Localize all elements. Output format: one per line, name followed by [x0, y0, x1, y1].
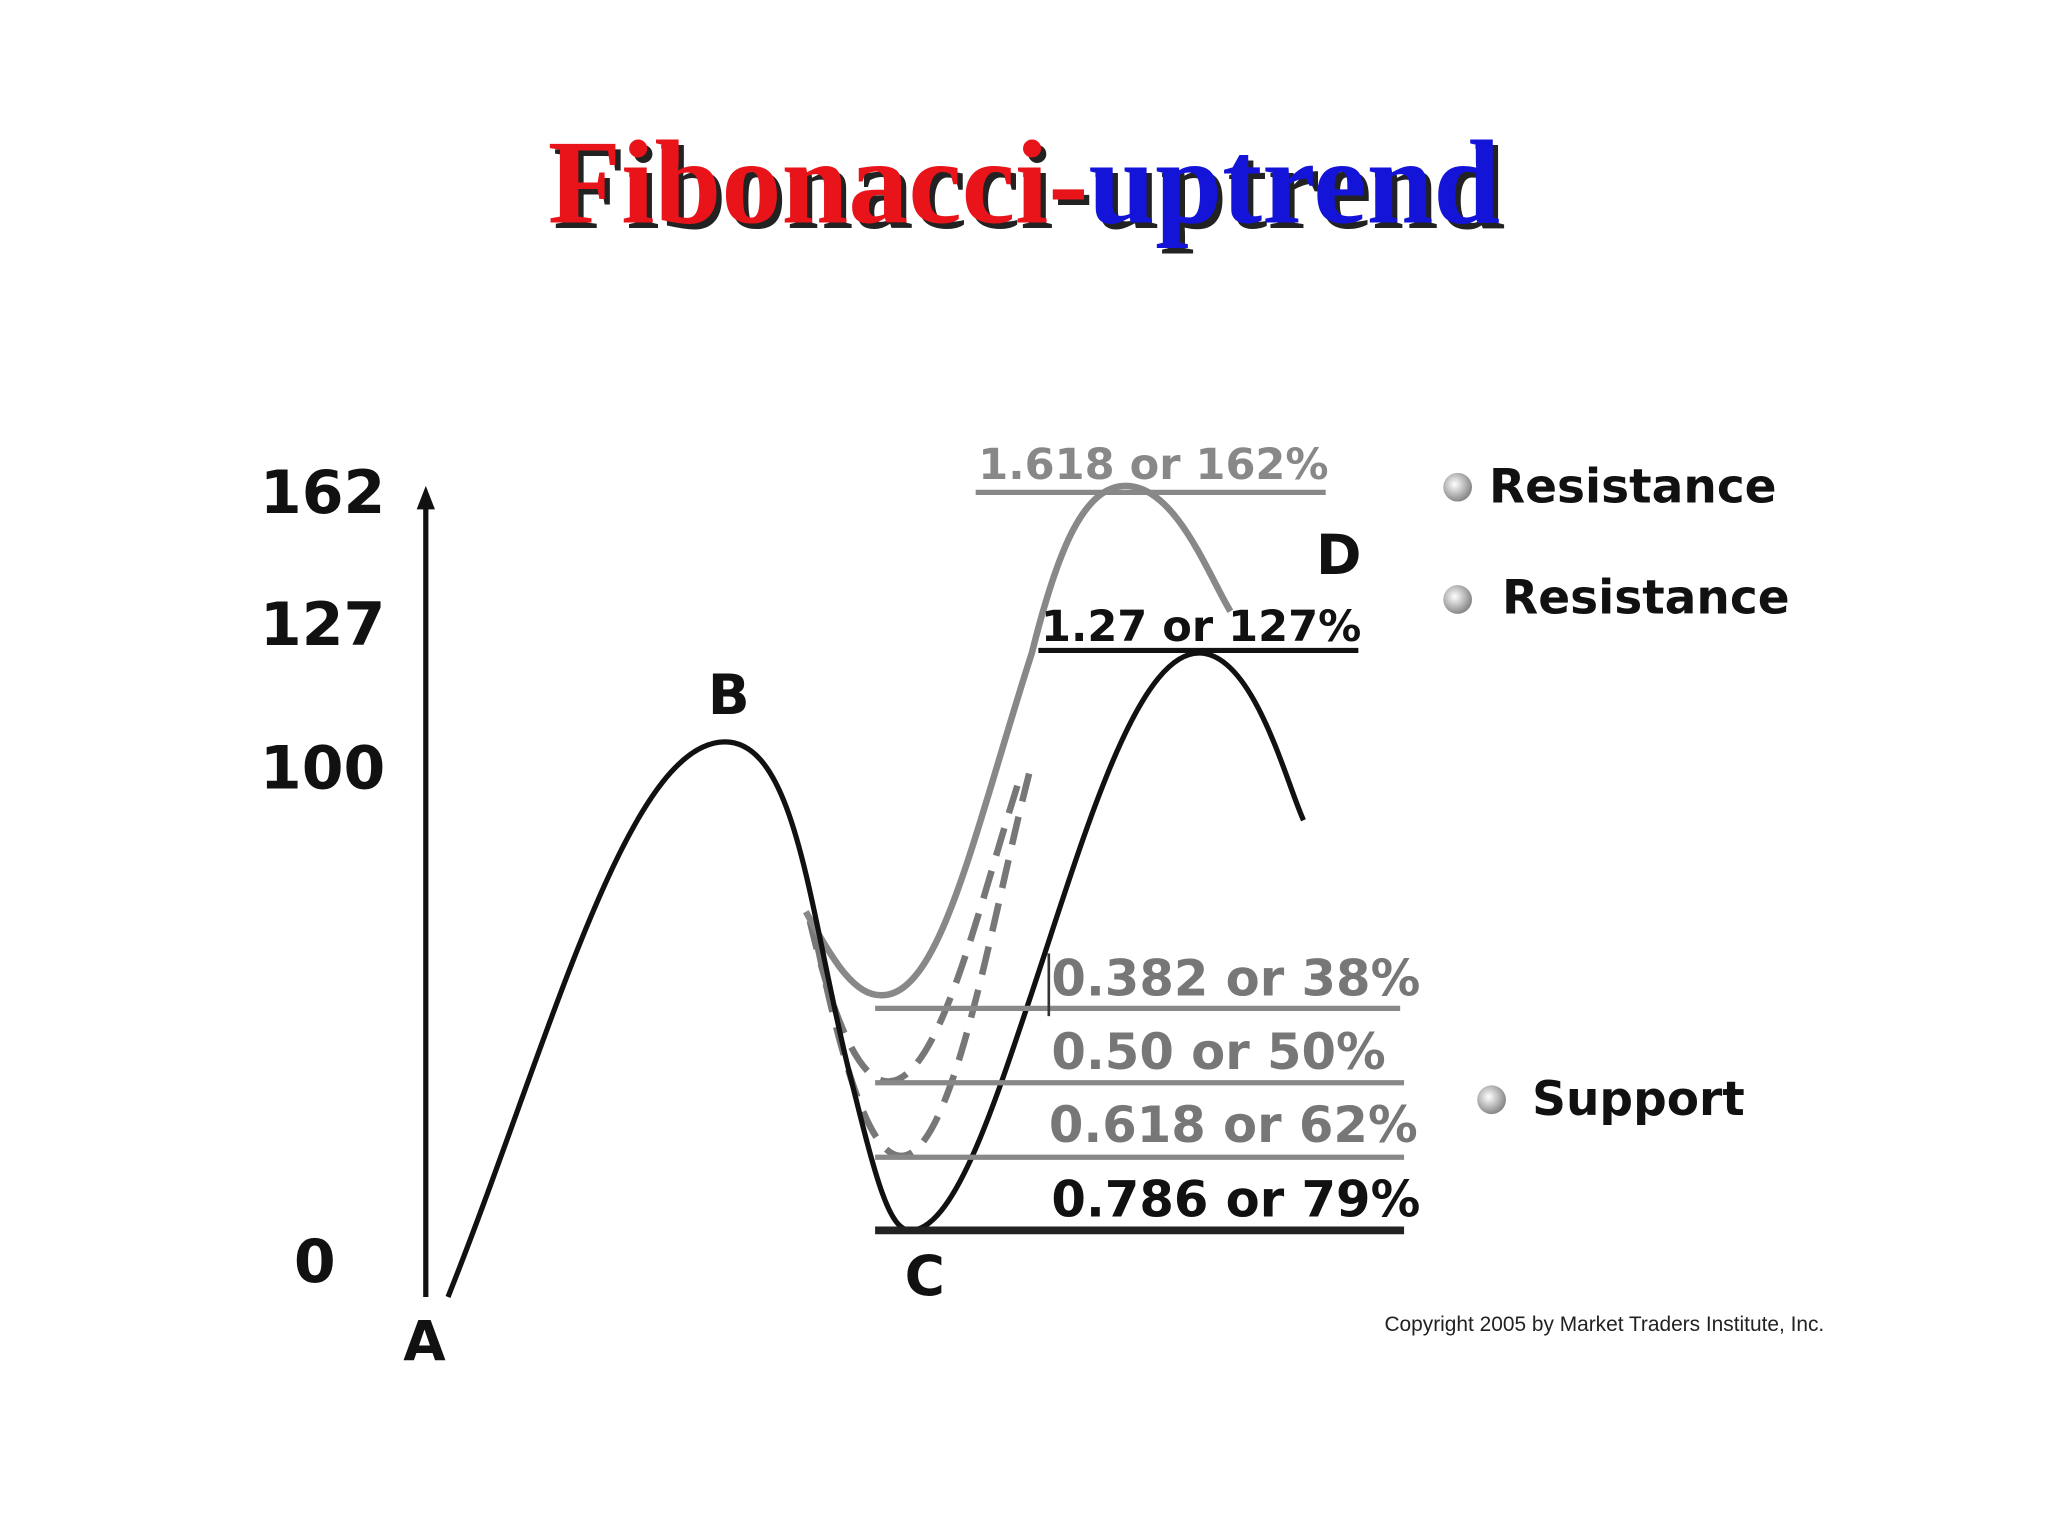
- level-label: 0.382 or 38%: [1051, 950, 1420, 1008]
- legend-text: Resistance: [1502, 570, 1790, 625]
- copyright: Copyright 2005 by Market Traders Institu…: [1384, 1313, 1824, 1336]
- point-label: D: [1316, 523, 1362, 587]
- title-part: uptrend: [1088, 115, 1500, 248]
- levels: 1.618 or 162% 1.27 or 127% 0.382 or 38% …: [875, 440, 1420, 1235]
- axis-arrow: [416, 485, 435, 510]
- axis-label: 162: [260, 458, 385, 528]
- legend: Resistance Resistance Support: [1443, 459, 1790, 1127]
- bullet: [1443, 585, 1472, 614]
- curves: [445, 482, 1306, 1298]
- point-label: B: [708, 663, 750, 727]
- axis-label: 0: [294, 1227, 336, 1297]
- bullet: [1443, 472, 1472, 502]
- title: Fibonacci-uptrend Fibonacci-uptrend: [548, 115, 1506, 253]
- gray-curve: [803, 482, 1234, 999]
- title-part: Fibonacci-: [548, 115, 1089, 248]
- bullet: [1477, 1085, 1506, 1115]
- title-text: Fibonacci-uptrend: [548, 115, 1500, 248]
- title-shadow: Fibonacci-uptrend: [553, 120, 1505, 253]
- level-label: 0.50 or 50%: [1051, 1023, 1385, 1081]
- level-label: 1.618 or 162%: [978, 440, 1328, 490]
- axis-label: 100: [260, 734, 385, 804]
- price-curve: [445, 650, 1306, 1298]
- point-label: C: [905, 1244, 945, 1308]
- level-label: 1.27 or 127%: [1041, 602, 1361, 652]
- legend-text: Resistance: [1489, 459, 1777, 514]
- legend-text: Support: [1532, 1072, 1745, 1127]
- axis-label: 127: [260, 590, 385, 660]
- level-label: 0.618 or 62%: [1049, 1096, 1418, 1154]
- level-label: 0.786 or 79%: [1051, 1170, 1420, 1228]
- point-label: A: [403, 1309, 446, 1373]
